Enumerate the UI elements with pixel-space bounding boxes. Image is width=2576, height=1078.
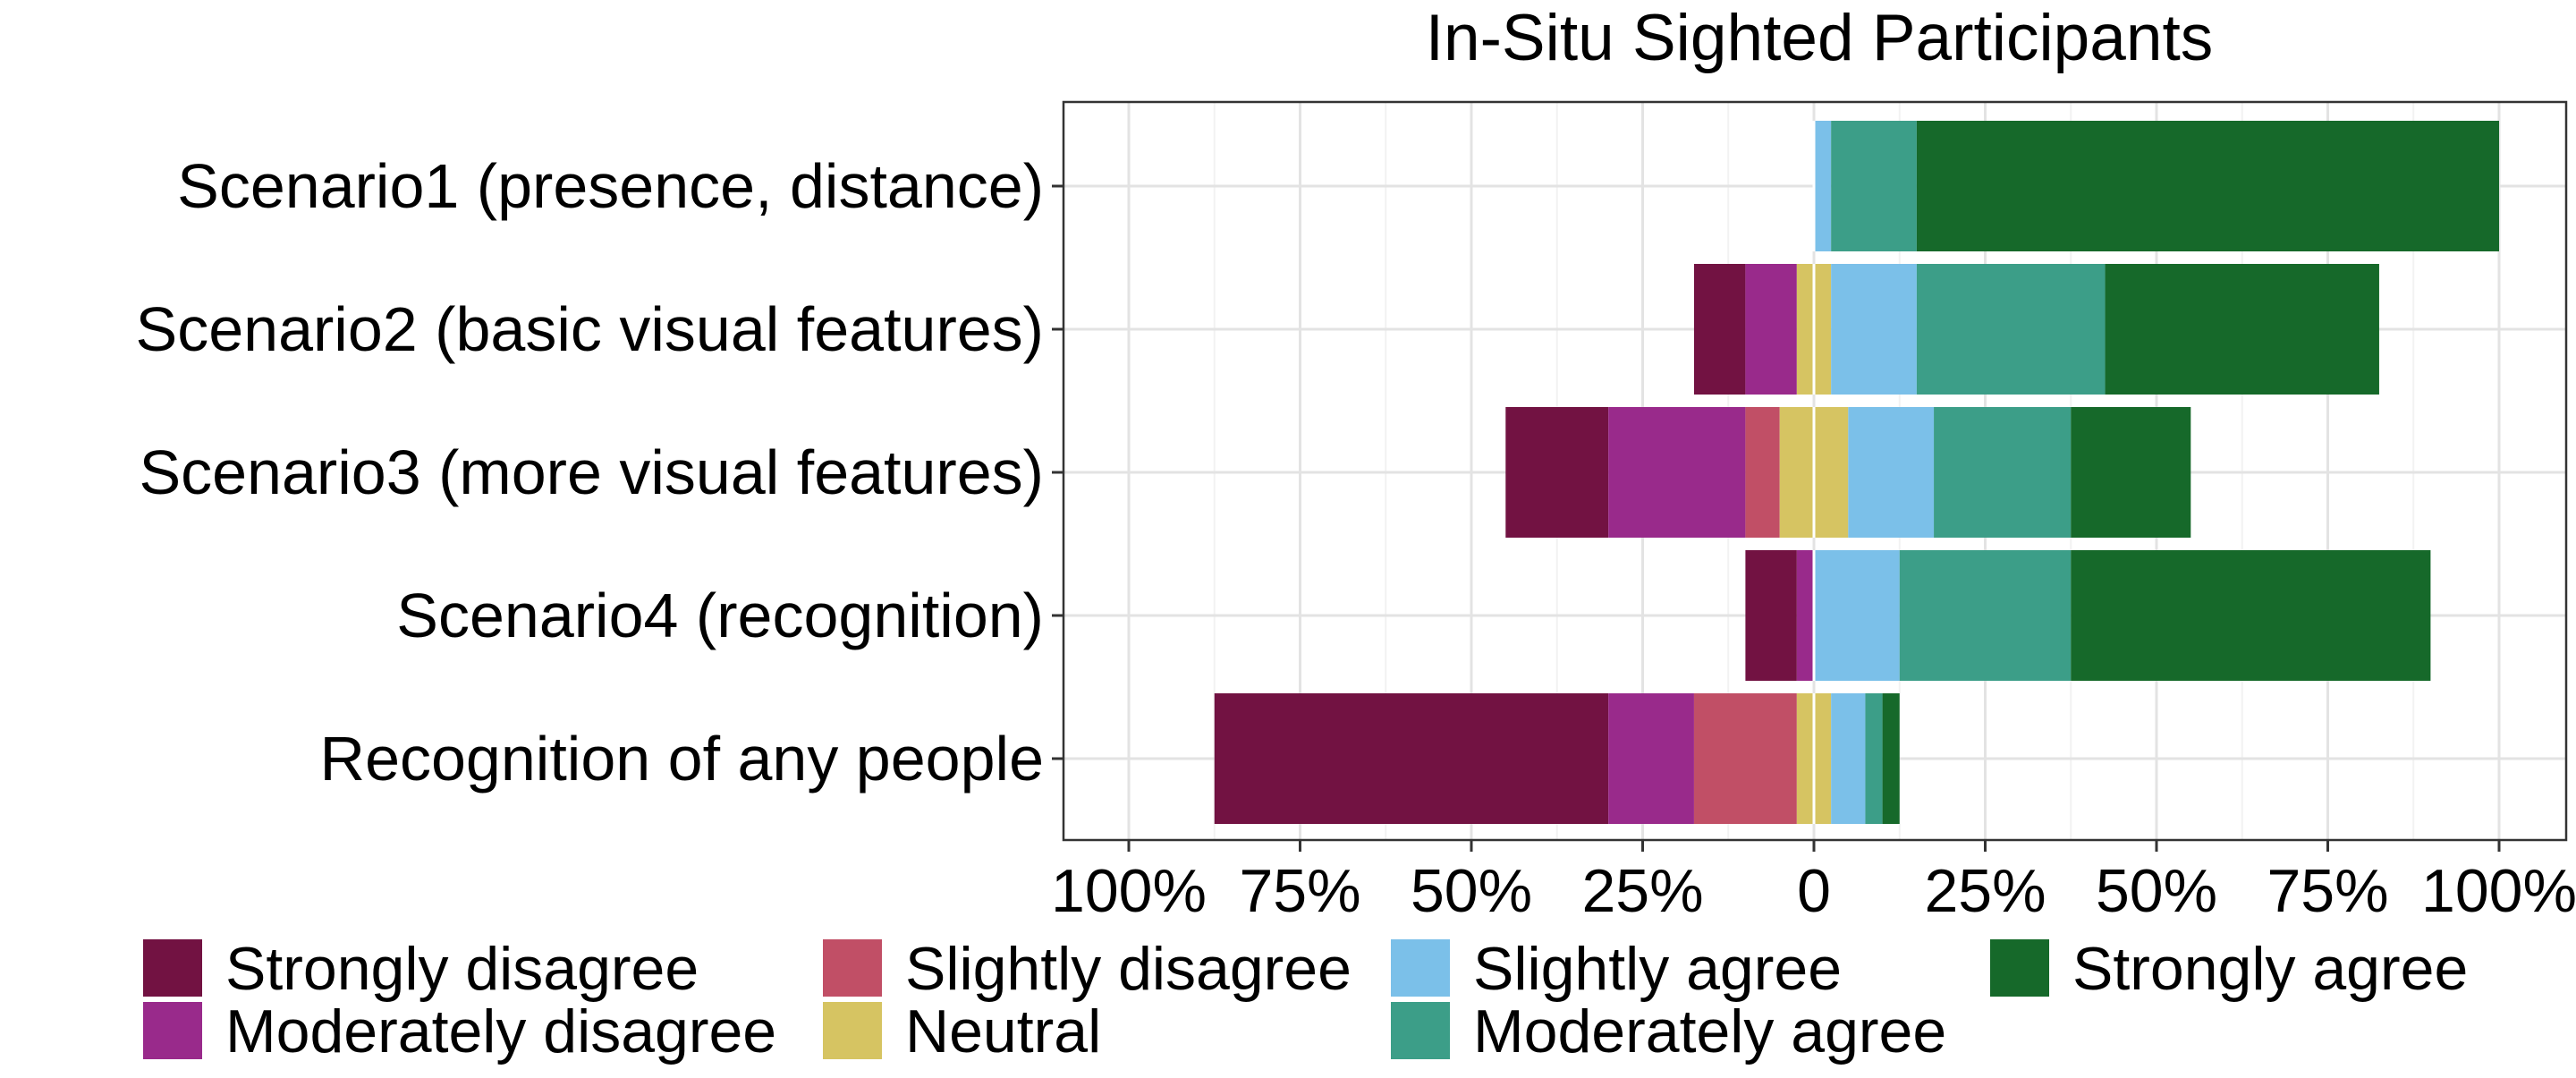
x-tick-label: 50% — [2096, 857, 2217, 925]
legend-label: Slightly disagree — [905, 935, 1352, 1003]
legend-label: Strongly agree — [2072, 935, 2468, 1003]
bar-neutral-left — [1779, 407, 1814, 538]
legend-label: Strongly disagree — [225, 935, 699, 1003]
bar-strongly-disagree — [1505, 407, 1609, 538]
bar-strongly-disagree — [1745, 550, 1797, 681]
legend-label: Slightly agree — [1473, 935, 1842, 1003]
legend-swatch-strongly-agree — [1990, 939, 2049, 997]
bar-strongly-agree — [2105, 264, 2379, 395]
bar-slightly-disagree — [1693, 693, 1797, 824]
bar-neutral-right — [1814, 407, 1849, 538]
x-tick-label: 25% — [1581, 857, 1703, 925]
y-tick-label: Scenario1 (presence, distance) — [177, 151, 1044, 221]
legend-swatch-moderately-agree — [1391, 1002, 1450, 1059]
bar-moderately-disagree — [1608, 407, 1746, 538]
bar-moderately-agree — [1899, 550, 2072, 681]
y-tick-label: Scenario3 (more visual features) — [139, 437, 1044, 507]
bar-slightly-disagree — [1745, 407, 1780, 538]
chart-title: In-Situ Sighted Participants — [1426, 2, 2214, 74]
bar-strongly-agree — [2071, 407, 2191, 538]
x-tick-label: 75% — [2267, 857, 2388, 925]
y-tick-label: Recognition of any people — [320, 724, 1044, 794]
y-axis: Scenario1 (presence, distance) Scenario2 … — [136, 151, 1063, 794]
bar-moderately-agree — [1865, 693, 1883, 824]
bar-slightly-agree — [1831, 264, 1917, 395]
legend-swatch-slightly-agree — [1391, 939, 1450, 997]
legend-swatch-neutral — [823, 1002, 882, 1059]
x-tick-label: 25% — [1924, 857, 2046, 925]
bar-moderately-agree — [1934, 407, 2072, 538]
bar-moderately-agree — [1831, 121, 1917, 251]
bar-neutral-right — [1814, 693, 1832, 824]
bar-strongly-agree — [1916, 121, 2499, 251]
y-tick-label: Scenario2 (basic visual features) — [136, 294, 1044, 364]
legend-label: Moderately agree — [1473, 997, 1946, 1065]
bar-slightly-agree — [1831, 693, 1866, 824]
bar-moderately-disagree — [1745, 264, 1797, 395]
bar-slightly-agree — [1848, 407, 1935, 538]
x-tick-label: 75% — [1239, 857, 1360, 925]
x-tick-label: 100% — [1051, 857, 1207, 925]
bar-neutral-right — [1814, 264, 1832, 395]
legend-swatch-slightly-disagree — [823, 939, 882, 997]
bars — [1214, 121, 2499, 824]
bar-moderately-disagree — [1796, 550, 1814, 681]
bar-neutral-left — [1796, 693, 1814, 824]
bar-strongly-disagree — [1693, 264, 1746, 395]
bar-moderately-disagree — [1608, 693, 1694, 824]
legend-swatch-moderately-disagree — [143, 1002, 202, 1059]
y-tick-label: Scenario4 (recognition) — [396, 581, 1044, 650]
bar-strongly-disagree — [1214, 693, 1609, 824]
bar-strongly-agree — [2071, 550, 2431, 681]
legend-swatch-strongly-disagree — [143, 939, 202, 997]
legend-label: Moderately disagree — [225, 997, 776, 1065]
legend-label: Neutral — [905, 997, 1101, 1065]
bar-slightly-agree — [1814, 550, 1900, 681]
bar-neutral-left — [1796, 264, 1814, 395]
x-tick-label: 50% — [1411, 857, 1532, 925]
bar-moderately-agree — [1916, 264, 2106, 395]
x-axis: 100% 75% 50% 25% 0 25% 50% 75% 100% — [1051, 840, 2576, 925]
bar-slightly-agree — [1814, 121, 1832, 251]
x-tick-label: 100% — [2421, 857, 2576, 925]
bar-strongly-agree — [1882, 693, 1900, 824]
x-tick-label: 0 — [1797, 857, 1831, 925]
